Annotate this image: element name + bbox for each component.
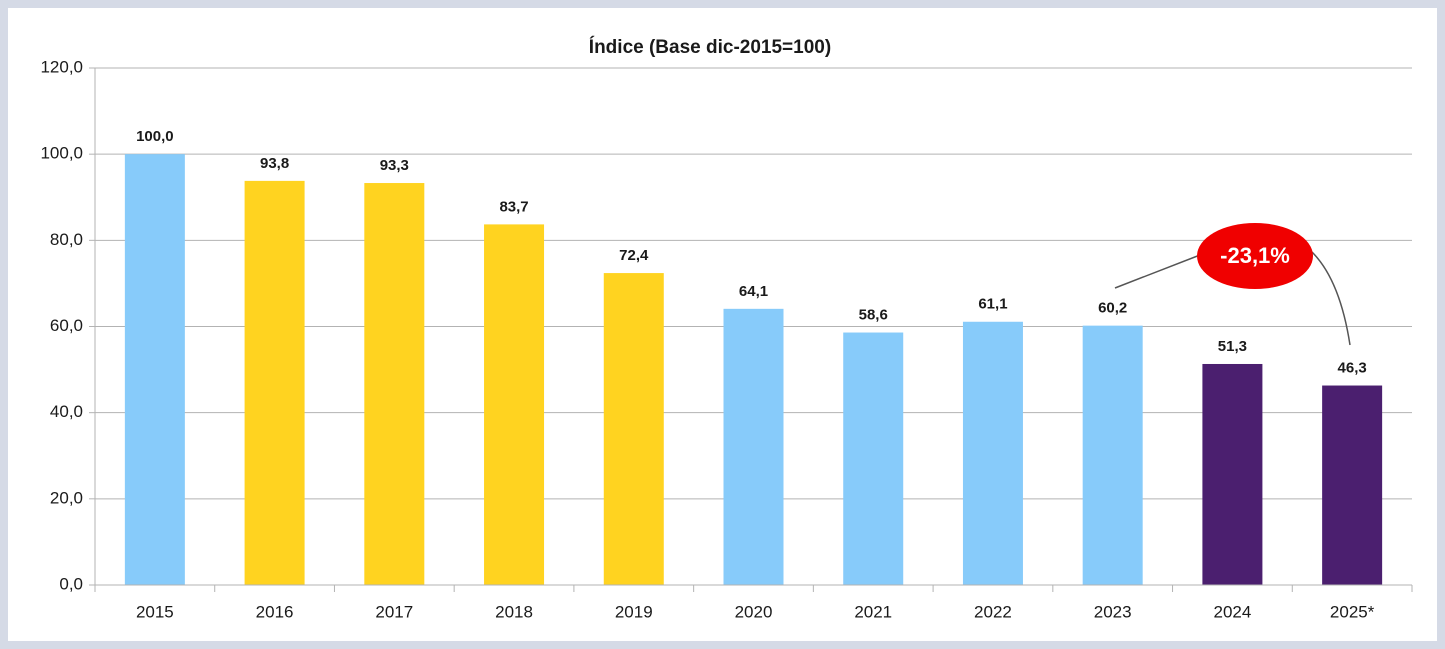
data-label: 93,8: [260, 155, 289, 172]
x-tick-label: 2018: [495, 602, 533, 621]
bar: [1082, 325, 1143, 585]
y-tick-label: 120,0: [40, 57, 83, 76]
x-tick-label: 2016: [256, 602, 294, 621]
x-tick-label: 2021: [854, 602, 892, 621]
data-label: 58,6: [859, 307, 888, 324]
y-tick-label: 40,0: [50, 402, 83, 421]
data-label: 93,3: [380, 157, 409, 174]
data-label: 72,4: [619, 247, 649, 264]
bar: [843, 332, 904, 585]
annotation-text: -23,1%: [1220, 243, 1290, 268]
data-label: 100,0: [136, 128, 174, 145]
bar: [1322, 385, 1383, 585]
bar: [723, 308, 784, 585]
data-label: 61,1: [978, 296, 1007, 313]
x-tick-label: 2019: [615, 602, 653, 621]
bar: [1202, 363, 1263, 585]
x-tick-label: 2023: [1094, 602, 1132, 621]
annotation-connector: [1311, 251, 1351, 346]
bar: [244, 180, 305, 585]
annotation-badge: [1197, 223, 1313, 289]
x-tick-label: 2024: [1213, 602, 1251, 621]
annotation-connector: [1114, 254, 1201, 289]
x-tick-label: 2025*: [1330, 602, 1375, 621]
x-tick-label: 2017: [375, 602, 413, 621]
data-label: 83,7: [499, 198, 528, 215]
data-label: 46,3: [1338, 359, 1367, 376]
data-label: 60,2: [1098, 300, 1127, 317]
y-tick-label: 60,0: [50, 316, 83, 335]
bar: [484, 224, 545, 585]
chart-title: Índice (Base dic-2015=100): [589, 36, 831, 58]
y-tick-label: 20,0: [50, 488, 83, 507]
y-tick-label: 100,0: [40, 144, 83, 163]
x-tick-label: 2015: [136, 602, 174, 621]
bar: [962, 321, 1023, 585]
bar: [603, 273, 664, 585]
bar: [124, 154, 185, 585]
data-label: 64,1: [739, 283, 768, 300]
y-tick-label: 0,0: [59, 574, 83, 593]
x-tick-label: 2022: [974, 602, 1012, 621]
plot-area: 0,0 20,0 40,0 60,0 80,0 100,0 120,0 2015 100,0 20…: [40, 57, 1413, 621]
y-tick-label: 80,0: [50, 230, 83, 249]
x-tick-label: 2020: [735, 602, 773, 621]
bar: [364, 183, 425, 585]
data-label: 51,3: [1218, 338, 1247, 355]
